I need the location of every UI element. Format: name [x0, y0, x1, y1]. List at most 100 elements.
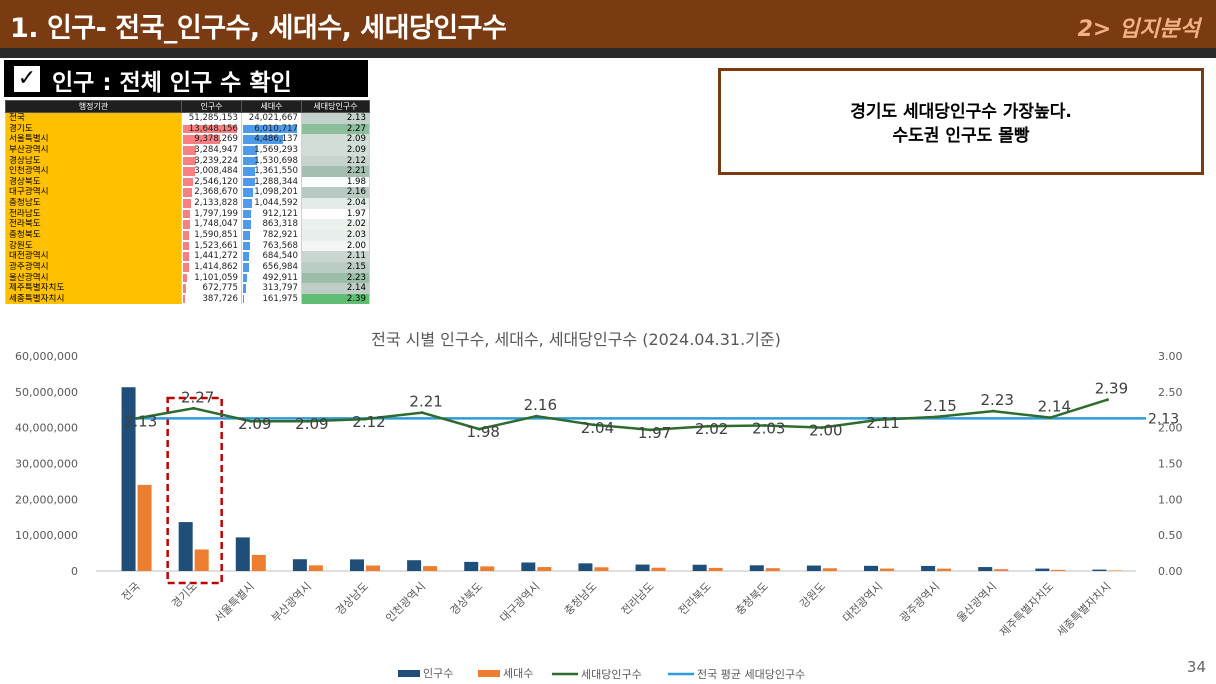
households-cell: 161,975	[241, 293, 302, 305]
households-bar	[594, 567, 609, 571]
column-header: 세대당인구수	[301, 100, 370, 113]
data-bar	[183, 241, 190, 251]
header-divider	[0, 48, 1216, 58]
cell-value: 492,911	[262, 272, 298, 283]
households-bar	[308, 565, 323, 571]
x-axis-category-label: 광주광역시	[897, 580, 942, 625]
households-cell: 912,121	[241, 208, 302, 220]
data-bar	[243, 135, 284, 144]
table-row: 강원도 1,523,661 763,568 2.00	[5, 240, 370, 252]
households-cell: 24,021,667	[241, 112, 302, 124]
data-bar	[183, 284, 186, 293]
population-cell: 3,239,224	[181, 155, 242, 167]
x-axis-category-label: 대구광역시	[497, 580, 542, 625]
data-bar	[243, 294, 245, 304]
households-cell: 313,797	[241, 283, 302, 294]
ratio-cell: 2.21	[301, 166, 370, 177]
population-cell: 1,748,047	[181, 219, 242, 230]
ratio-data-label: 2.14	[1038, 398, 1071, 416]
table-row: 세종특별자치시 387,726 161,975 2.39	[5, 293, 370, 305]
table-row: 충청북도 1,590,851 782,921 2.03	[5, 230, 370, 241]
cell-value: 1,748,047	[194, 219, 238, 230]
cell-value: 1,414,862	[194, 261, 238, 272]
table-row: 서울특별시 9,378,269 4,486,137 2.09	[5, 134, 370, 145]
data-bar	[183, 145, 196, 155]
data-bar	[183, 177, 194, 187]
data-bar	[243, 145, 258, 155]
table-row: 대구광역시 2,368,670 1,098,201 2.16	[5, 187, 370, 199]
cell-value: 2,546,120	[194, 176, 238, 187]
population-cell: 1,101,059	[181, 272, 242, 284]
ratio-point	[477, 427, 481, 431]
data-bar	[243, 241, 250, 251]
cell-value: 387,726	[202, 293, 238, 304]
x-axis-category-label: 세종특별자치시	[1054, 580, 1113, 639]
population-cell: 3,284,947	[181, 144, 242, 156]
population-bar	[864, 565, 878, 571]
x-axis-category-label: 충청남도	[562, 580, 600, 618]
population-bar	[121, 387, 136, 571]
data-bar	[243, 167, 256, 176]
cell-value: 1,101,059	[194, 272, 238, 283]
region-name-cell: 전라북도	[5, 219, 182, 230]
households-cell: 1,044,592	[241, 198, 302, 209]
cell-value: 4,486,137	[254, 134, 298, 145]
ratio-point	[820, 426, 824, 430]
ratio-point	[591, 423, 595, 427]
region-name-cell: 대구광역시	[5, 187, 182, 199]
cell-value: 912,121	[262, 208, 298, 219]
table-row: 전국 51,285,153 24,021,667 2.13	[5, 112, 370, 124]
data-bar	[183, 252, 189, 261]
y-axis-left-tick-label: 0	[71, 565, 78, 578]
cell-value: 1,797,199	[194, 208, 238, 219]
population-cell: 672,775	[181, 283, 242, 294]
data-bar	[183, 167, 195, 176]
legend-swatch	[478, 670, 500, 677]
data-bar	[243, 199, 253, 208]
population-cell: 2,368,670	[181, 187, 242, 199]
cell-value: 1,530,698	[254, 155, 298, 166]
cell-value: 763,568	[262, 240, 298, 251]
population-cell: 51,285,153	[181, 112, 242, 124]
chart-title: 전국 시별 인구수, 세대수, 세대당인구수 (2024.04.31.기준)	[371, 330, 781, 349]
ratio-cell: 2.09	[301, 144, 370, 156]
households-cell: 492,911	[241, 272, 302, 284]
households-bar	[937, 568, 952, 571]
region-name-cell: 충청북도	[5, 230, 182, 241]
population-cell: 3,008,484	[181, 166, 242, 177]
ratio-data-label: 2.39	[1095, 380, 1128, 398]
combo-chart: 전국 시별 인구수, 세대수, 세대당인구수 (2024.04.31.기준) 0 1…	[15, 330, 1183, 681]
population-bar	[292, 559, 307, 571]
region-name-cell: 세종특별자치시	[5, 293, 182, 305]
ratio-cell: 2.02	[301, 219, 370, 230]
cell-value: 1,590,851	[194, 230, 238, 241]
y-axis-left-tick-label: 10,000,000	[15, 529, 78, 542]
population-bar	[1035, 568, 1050, 571]
y-axis-left-tick-label: 50,000,000	[15, 386, 78, 399]
cell-value: 3,008,484	[194, 166, 238, 177]
population-cell: 13,648,156	[181, 123, 242, 135]
population-bar	[178, 522, 193, 571]
data-bar	[183, 262, 189, 272]
households-cell: 1,098,201	[241, 187, 302, 199]
legend-label: 전국 평균 세대당인구수	[697, 668, 805, 681]
households-bar	[480, 566, 495, 571]
cell-value: 6,010,717	[254, 123, 298, 134]
column-header: 세대수	[241, 100, 302, 113]
population-bar	[749, 565, 764, 571]
households-bar	[1108, 570, 1123, 571]
table-row: 대전광역시 1,441,272 684,540 2.11	[5, 251, 370, 262]
population-bar	[578, 563, 593, 571]
cell-value: 161,975	[262, 293, 298, 304]
x-axis-category-label: 경상남도	[333, 580, 371, 618]
y-axis-right-tick-label: 1.50	[1158, 458, 1183, 471]
population-bar	[350, 559, 364, 571]
households-bar	[423, 566, 438, 571]
ratio-point	[249, 419, 253, 423]
households-bar	[651, 567, 666, 571]
region-name-cell: 전국	[5, 112, 182, 124]
data-bar	[183, 294, 185, 304]
region-name-cell: 경기도	[5, 123, 182, 135]
ratio-point	[192, 406, 196, 410]
ratio-line	[136, 398, 1108, 432]
